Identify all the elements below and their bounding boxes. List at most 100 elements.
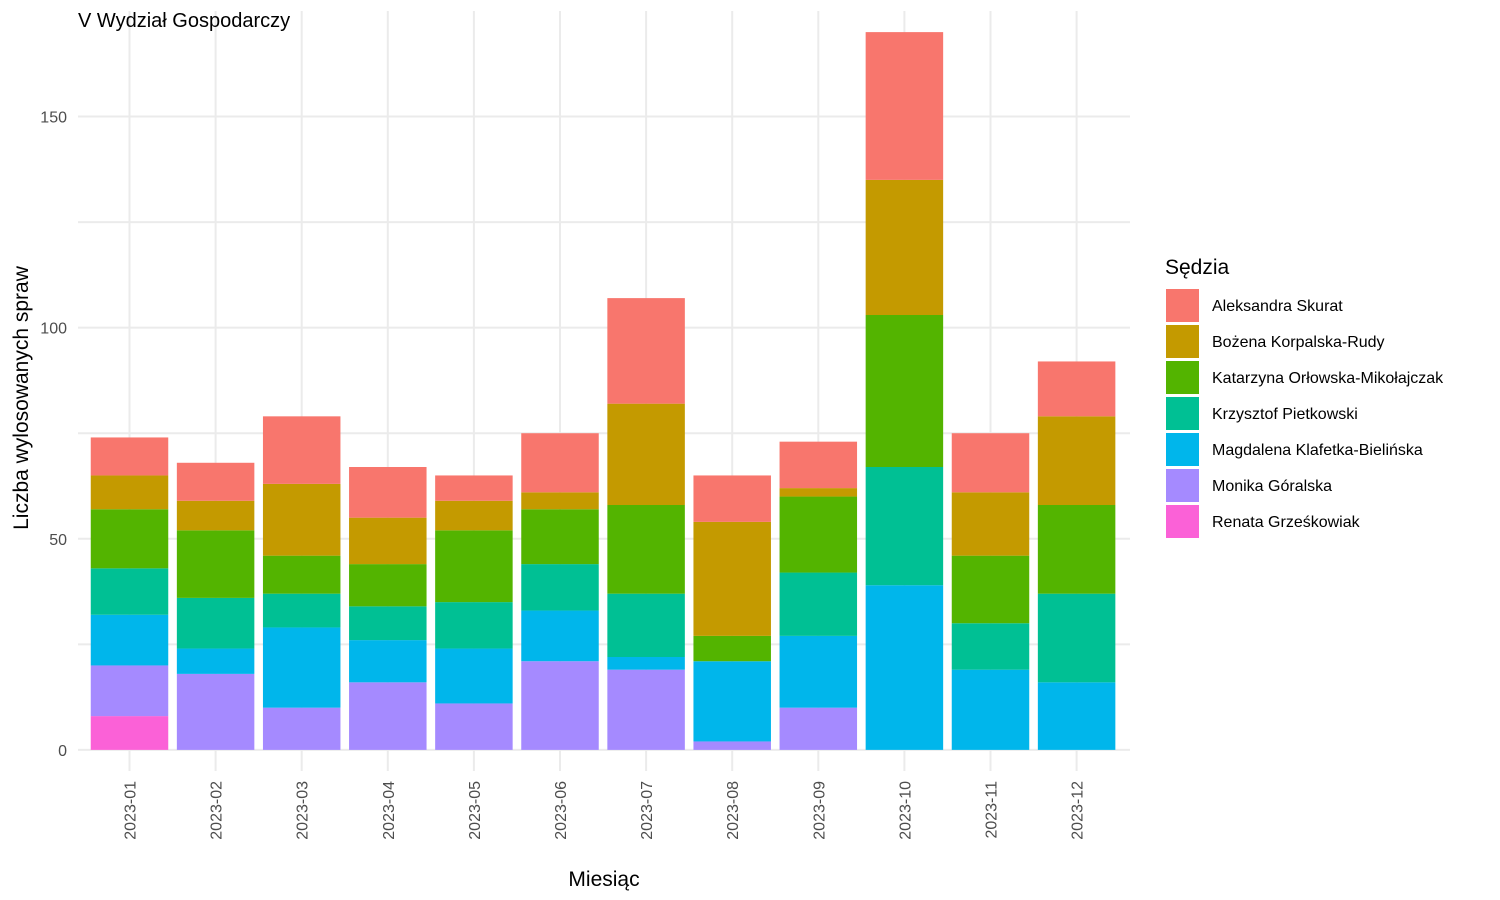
- bar-segment: [951, 492, 1030, 556]
- bar-segment: [779, 635, 858, 708]
- bar-segment: [1037, 505, 1116, 594]
- bar-segment: [90, 716, 169, 750]
- bar-segment: [1037, 682, 1116, 750]
- legend-label: Aleksandra Skurat: [1212, 298, 1343, 315]
- legend-label: Katarzyna Orłowska-Mikołajczak: [1212, 370, 1444, 387]
- bar-segment: [521, 433, 599, 493]
- bar-segment: [521, 661, 599, 750]
- legend-label: Magdalena Klafetka-Bielińska: [1212, 442, 1423, 459]
- bar-segment: [521, 492, 599, 510]
- x-tick-label: 2023-03: [295, 781, 312, 840]
- bars: [90, 32, 1116, 750]
- bar-segment: [521, 610, 599, 662]
- bar-segment: [779, 572, 858, 636]
- bar-segment: [951, 555, 1030, 624]
- bar-segment: [262, 416, 341, 484]
- bar-segment: [176, 673, 255, 750]
- x-tick-label: 2023-07: [639, 781, 656, 840]
- x-tick-label: 2023-12: [1070, 781, 1087, 840]
- bar-segment: [90, 509, 169, 569]
- x-tick-label: 2023-08: [725, 781, 742, 840]
- legend-swatch: [1166, 469, 1199, 502]
- bar-segment: [349, 682, 427, 750]
- bar-segment: [693, 521, 771, 636]
- legend-swatch: [1166, 433, 1199, 466]
- legend-label: Monika Góralska: [1212, 478, 1332, 495]
- bar-segment: [779, 707, 858, 750]
- y-tick-label: 150: [40, 110, 67, 127]
- bar-segment: [521, 564, 599, 611]
- bar-segment: [176, 648, 255, 674]
- bar-segment: [951, 433, 1030, 493]
- bar-segment: [779, 488, 858, 497]
- y-tick-label: 0: [58, 743, 67, 760]
- bar-segment: [176, 597, 255, 649]
- legend-title: Sędzia: [1165, 256, 1230, 279]
- bar-segment: [262, 593, 341, 628]
- bar-segment: [435, 703, 513, 750]
- bar-segment: [1037, 593, 1116, 683]
- bar-segment: [90, 568, 169, 615]
- legend-label: Bożena Korpalska-Rudy: [1212, 334, 1385, 351]
- bar-segment: [262, 483, 341, 556]
- bar-segment: [435, 648, 513, 704]
- bar-segment: [90, 475, 169, 510]
- y-axis-title: Liczba wylosowanych spraw: [10, 265, 33, 530]
- bar-segment: [262, 627, 341, 708]
- bar-segment: [349, 564, 427, 607]
- bar-segment: [90, 614, 169, 666]
- bar-segment: [1037, 361, 1116, 417]
- x-tick-label: 2023-09: [811, 781, 828, 840]
- legend-label: Krzysztof Pietkowski: [1212, 406, 1358, 423]
- bar-segment: [349, 467, 427, 518]
- x-tick-label: 2023-02: [209, 781, 226, 840]
- bar-segment: [90, 437, 169, 476]
- x-tick-label: 2023-05: [467, 781, 484, 840]
- bar-segment: [607, 505, 685, 594]
- bar-segment: [176, 462, 255, 501]
- bar-segment: [779, 496, 858, 573]
- bar-segment: [349, 640, 427, 683]
- bar-segment: [779, 441, 858, 489]
- bar-segment: [607, 298, 685, 404]
- bar-segment: [435, 530, 513, 603]
- legend-swatch: [1166, 289, 1199, 322]
- bar-segment: [435, 602, 513, 649]
- y-tick-label: 100: [40, 321, 67, 338]
- bar-segment: [262, 707, 341, 750]
- legend-swatch: [1166, 361, 1199, 394]
- bar-segment: [693, 741, 771, 750]
- x-tick-label: 2023-11: [984, 781, 1001, 839]
- legend-items: Aleksandra Skurat Bożena Korpalska-Rudy Ka…: [1166, 289, 1444, 538]
- bar-segment: [865, 315, 944, 467]
- bar-segment: [90, 665, 169, 717]
- bar-segment: [262, 555, 341, 594]
- legend-swatch: [1166, 397, 1199, 430]
- bar-segment: [435, 500, 513, 531]
- bar-segment: [951, 623, 1030, 670]
- bar-segment: [607, 657, 685, 670]
- legend-swatch: [1166, 325, 1199, 358]
- bar-segment: [693, 475, 771, 522]
- bar-segment: [1037, 416, 1116, 505]
- bar-segment: [349, 606, 427, 641]
- bar-segment: [693, 661, 771, 742]
- legend-label: Renata Grześkowiak: [1212, 514, 1361, 531]
- bar-segment: [521, 509, 599, 565]
- bar-segment: [607, 403, 685, 505]
- bar-segment: [865, 179, 944, 315]
- bar-segment: [435, 475, 513, 501]
- x-tick-label: 2023-06: [553, 781, 570, 840]
- bar-segment: [176, 500, 255, 531]
- bar-segment: [607, 669, 685, 750]
- bar-segment: [865, 467, 944, 586]
- x-axis-ticks: 2023-01 2023-02 2023-03 2023-04 2023-05 2023-…: [123, 781, 1087, 840]
- y-axis-ticks: 0 50 100 150: [40, 110, 67, 760]
- x-axis-title: Miesiąc: [568, 868, 639, 891]
- chart-title: V Wydział Gospodarczy: [78, 10, 290, 32]
- legend: Sędzia Aleksandra Skurat Bożena Korpalska…: [1165, 256, 1444, 538]
- x-tick-label: 2023-10: [897, 781, 914, 840]
- bar-segment: [865, 32, 944, 180]
- bar-segment: [176, 530, 255, 598]
